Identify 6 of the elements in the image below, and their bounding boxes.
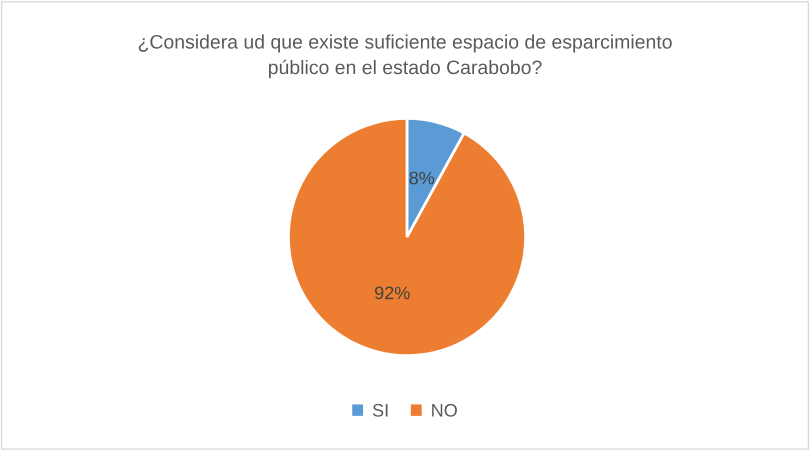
legend-label: NO [432, 404, 457, 417]
legend-label: SI [372, 404, 388, 417]
data-label: 8% [409, 172, 434, 184]
chart-title: ¿Considera ud que existe suficiente espacio de esparcimiento público en el estado Carabobo? [138, 34, 672, 78]
data-label: 92% [375, 286, 410, 300]
pie-slice [286, 116, 528, 358]
